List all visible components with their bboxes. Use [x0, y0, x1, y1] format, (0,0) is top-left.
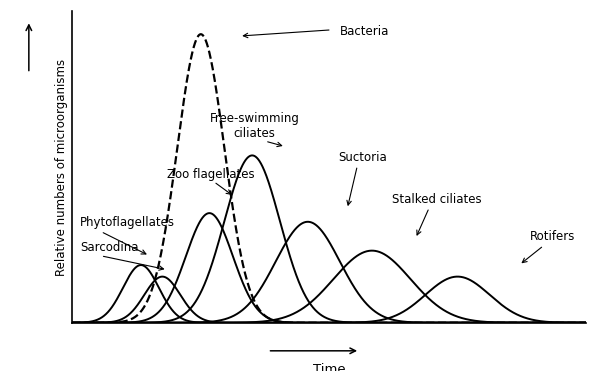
- Text: Sarcodina: Sarcodina: [80, 241, 139, 254]
- Text: Zoo flagellates: Zoo flagellates: [167, 168, 255, 181]
- Text: Stalked ciliates: Stalked ciliates: [392, 193, 482, 206]
- Text: ciliates: ciliates: [234, 128, 275, 141]
- Text: Time: Time: [313, 363, 345, 371]
- Text: Suctoria: Suctoria: [338, 151, 387, 164]
- Y-axis label: Relative numbers of microorganisms: Relative numbers of microorganisms: [56, 58, 68, 276]
- Text: Free-swimming: Free-swimming: [210, 112, 300, 125]
- Text: Phytoflagellates: Phytoflagellates: [80, 216, 175, 229]
- Text: Bacteria: Bacteria: [339, 25, 389, 38]
- Text: Rotifers: Rotifers: [530, 230, 575, 243]
